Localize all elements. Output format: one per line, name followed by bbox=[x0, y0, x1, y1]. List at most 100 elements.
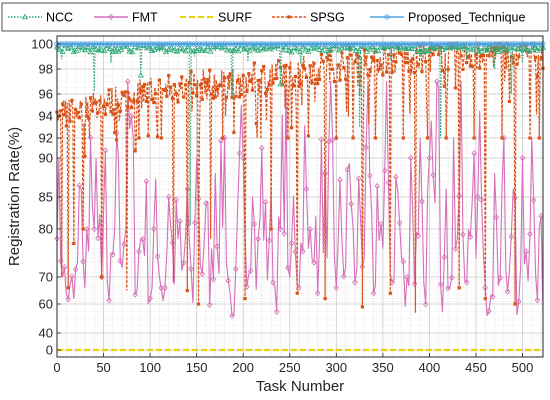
proposed-point bbox=[358, 41, 365, 47]
proposed-point bbox=[104, 41, 110, 47]
proposed-point bbox=[537, 41, 543, 47]
y-tick-label: 80 bbox=[39, 222, 53, 237]
fmt-point bbox=[95, 234, 101, 242]
proposed-point bbox=[397, 41, 404, 47]
legend-marker bbox=[384, 14, 390, 20]
proposed-point bbox=[523, 41, 529, 47]
proposed-point bbox=[129, 41, 136, 47]
fmt-point bbox=[151, 225, 157, 233]
spsg-point bbox=[364, 55, 368, 59]
ncc-point bbox=[467, 44, 474, 51]
proposed-point bbox=[208, 41, 214, 47]
fmt-point bbox=[192, 219, 198, 226]
proposed-point bbox=[230, 41, 236, 47]
proposed-point bbox=[448, 41, 454, 47]
spsg-point bbox=[424, 60, 428, 64]
proposed-point bbox=[196, 41, 203, 47]
proposed-point bbox=[224, 41, 230, 47]
ncc-point bbox=[137, 71, 144, 78]
ncc-point bbox=[280, 46, 287, 53]
spsg-point bbox=[221, 136, 225, 140]
fmt-point bbox=[523, 248, 529, 255]
y-tick-label: 85 bbox=[39, 190, 53, 205]
fmt-point bbox=[143, 178, 150, 185]
ncc-point bbox=[252, 43, 259, 50]
fmt-point bbox=[285, 264, 291, 271]
proposed-point bbox=[353, 41, 359, 47]
spsg-point bbox=[68, 119, 72, 123]
fmt-point bbox=[422, 300, 429, 308]
spsg-point bbox=[347, 46, 351, 50]
fmt-point bbox=[214, 243, 220, 250]
ncc-point bbox=[221, 43, 228, 49]
proposed-point bbox=[76, 41, 82, 47]
proposed-point bbox=[425, 41, 432, 47]
spsg-point bbox=[224, 95, 229, 100]
spsg-point bbox=[336, 63, 340, 67]
proposed-point bbox=[194, 41, 200, 47]
spsg-point bbox=[103, 112, 108, 116]
spsg-point bbox=[236, 79, 240, 83]
ncc-point bbox=[394, 43, 401, 50]
y-tick-label: 100 bbox=[31, 37, 53, 52]
spsg-point bbox=[275, 76, 279, 80]
spsg-point bbox=[407, 69, 411, 73]
proposed-point bbox=[439, 41, 446, 47]
proposed-point bbox=[529, 41, 535, 47]
y-tick-label: 94 bbox=[39, 109, 53, 124]
spsg-point bbox=[299, 81, 303, 85]
proposed-point bbox=[87, 41, 94, 47]
ncc-point bbox=[470, 46, 477, 52]
spsg-point bbox=[316, 82, 320, 86]
spsg-point bbox=[211, 96, 216, 100]
fmt-point bbox=[162, 284, 168, 291]
ncc-point bbox=[134, 44, 142, 51]
ncc-point bbox=[492, 46, 499, 52]
ncc-point bbox=[215, 43, 223, 50]
spsg-point bbox=[398, 51, 402, 55]
proposed-point bbox=[473, 41, 479, 47]
proposed-point bbox=[498, 41, 504, 47]
spsg-point bbox=[120, 90, 124, 94]
proposed-point bbox=[68, 41, 74, 47]
ncc-point bbox=[534, 46, 541, 53]
x-tick-label: 200 bbox=[232, 360, 254, 375]
proposed-point bbox=[506, 41, 513, 47]
proposed-point bbox=[420, 41, 426, 47]
spsg-point bbox=[70, 98, 74, 102]
spsg-point bbox=[256, 79, 260, 83]
fmt-point bbox=[460, 231, 466, 238]
spsg-point bbox=[239, 92, 243, 97]
spsg-point bbox=[217, 84, 221, 88]
proposed-point bbox=[174, 41, 180, 47]
ncc-point bbox=[361, 43, 368, 50]
spsg-point bbox=[62, 113, 67, 117]
spsg-point bbox=[129, 106, 134, 110]
spsg-point bbox=[150, 97, 154, 101]
ncc-point bbox=[129, 48, 136, 55]
spsg-point bbox=[193, 83, 197, 87]
fmt-point bbox=[121, 241, 127, 248]
proposed-point bbox=[453, 41, 460, 47]
legend-label: NCC bbox=[46, 11, 73, 25]
spsg-point bbox=[537, 136, 541, 140]
proposed-point bbox=[328, 41, 334, 47]
fmt-point bbox=[188, 265, 194, 273]
ncc-point bbox=[299, 43, 306, 50]
fmt-point bbox=[519, 154, 526, 162]
spsg-point bbox=[466, 54, 471, 59]
ncc-point bbox=[461, 43, 468, 50]
proposed-point bbox=[199, 41, 205, 47]
spsg-point bbox=[237, 95, 242, 99]
ncc-point bbox=[126, 47, 133, 54]
ncc-point bbox=[160, 43, 167, 50]
spsg-point bbox=[139, 89, 143, 93]
legend-label: SPSG bbox=[310, 11, 345, 25]
ncc-point bbox=[316, 46, 323, 52]
proposed-point bbox=[308, 41, 314, 47]
legend-item-ncc: NCC bbox=[8, 11, 73, 25]
proposed-point bbox=[509, 41, 515, 47]
spsg-point bbox=[403, 60, 407, 65]
ncc-point bbox=[118, 46, 125, 52]
fmt-point bbox=[344, 166, 351, 173]
